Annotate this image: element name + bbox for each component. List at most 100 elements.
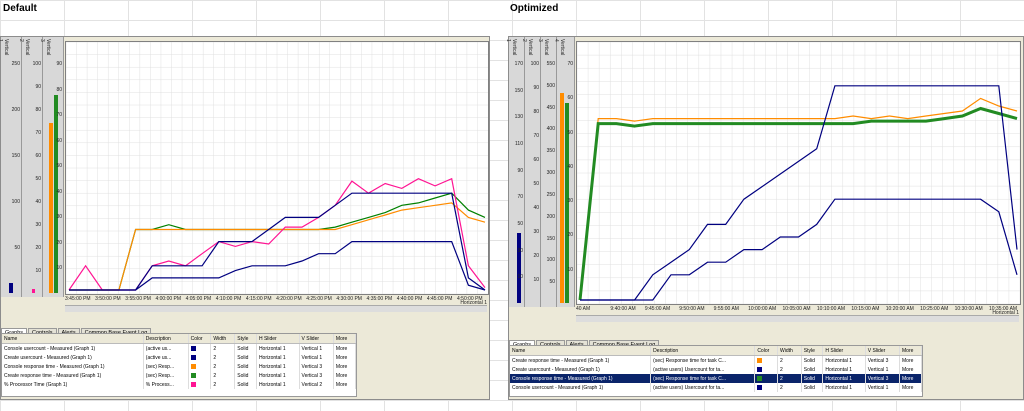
time-label: 40 AM: [576, 306, 591, 312]
slider-tick-label: 30: [533, 229, 539, 235]
color-swatch[interactable]: [190, 372, 196, 378]
slider-tick-label: 80: [35, 107, 41, 113]
legend-row[interactable]: Create usercount - Measured (Graph 1) (ac…: [510, 365, 922, 374]
legend-cell: Horizontal 1: [256, 343, 300, 353]
slider-tick-label: 40: [567, 163, 573, 170]
legend-cell: Vertical 3: [865, 374, 901, 383]
legend-cell: (active users) Usercount for ta...: [650, 365, 756, 374]
legend-header[interactable]: Name: [2, 334, 144, 344]
horizontal-scrollbar[interactable]: [576, 315, 1019, 322]
legend-cell: Solid: [801, 374, 824, 383]
legend-cell: Vertical 2: [299, 380, 334, 389]
legend-row[interactable]: Create response time - Measured (Graph 1…: [2, 371, 357, 380]
legend-row[interactable]: Create response time - Measured (Graph 1…: [510, 355, 922, 365]
time-axis: 40 AM 9:40:00 AM 9:45:00 AM 9:50:00 AM 9:55:…: [576, 305, 1019, 316]
legend-cell: 2: [777, 355, 802, 365]
color-swatch[interactable]: [757, 384, 763, 390]
horizontal-scrollbar[interactable]: [65, 305, 487, 312]
optimized-title: Optimized: [510, 3, 559, 14]
legend-cell: 2: [210, 353, 236, 362]
legend-header[interactable]: Description: [650, 346, 756, 356]
slider-tick-label: 30: [567, 198, 573, 205]
time-label: 10:35:00 AM: [989, 306, 1018, 312]
performance-graph-optimized[interactable]: [576, 41, 1021, 305]
vertical-slider-3[interactable]: Vertical 3 90 80 70 60 50 40 30 20 10: [39, 37, 64, 297]
legend-cell: 2: [777, 374, 802, 383]
color-swatch[interactable]: [190, 363, 196, 369]
response-level-bar-orange: [49, 123, 53, 293]
time-axis: 3:45:00 PM 3:50:00 PM 3:55:00 PM 4:00:00 PM…: [65, 295, 487, 306]
color-swatch[interactable]: [757, 375, 763, 381]
usercount-level-bar: [517, 233, 521, 303]
color-swatch[interactable]: [757, 366, 763, 372]
legend-row[interactable]: % Processor Time (Graph 1)% Process... 2 S…: [2, 380, 357, 389]
performance-graph-default[interactable]: [65, 41, 489, 295]
slider-tick-label: 80: [533, 109, 539, 115]
legend-cell: Solid: [801, 383, 824, 392]
time-label: 3:50:00 PM: [95, 296, 121, 302]
vertical-slider-2[interactable]: Vertical 2 100 90 80 70 60 50 40 30 20 10: [18, 37, 43, 297]
slider-tick-label: 450: [546, 104, 555, 111]
vertical-slider-1[interactable]: Vertical 1250 200 150 100 50: [0, 37, 22, 297]
legend-header[interactable]: Color: [754, 346, 778, 356]
slider-tick-label: 70: [35, 130, 41, 136]
color-swatch[interactable]: [757, 357, 763, 363]
vertical-slider-1[interactable]: Vertical 1 170 150 130 110 90 70 50 30 10: [505, 37, 525, 307]
legend-cell: More: [899, 365, 922, 374]
default-monitor-panel: Vertical 125020015010050 Vertical 210090…: [0, 36, 490, 400]
legend-header[interactable]: V Slider: [299, 334, 334, 344]
legend-cell: 2: [777, 383, 802, 392]
legend-cell: Horizontal 1: [256, 380, 300, 389]
legend-header[interactable]: Name: [510, 346, 652, 356]
legend-cell-color: [188, 362, 212, 371]
vertical-slider-2[interactable]: Vertical 2 100 90 80 70 60 50 40 30 20 10: [521, 37, 541, 307]
slider-tick-label: 90: [56, 61, 62, 67]
slider-tick-label: 100: [530, 61, 539, 67]
legend-cell: 2: [210, 371, 236, 380]
series-line-2: [578, 106, 1018, 301]
legend-header[interactable]: Width: [210, 334, 236, 344]
legend-row[interactable]: Create usercount - Measured (Graph 1) (ac…: [2, 353, 357, 362]
legend-header[interactable]: H Slider: [256, 334, 300, 344]
color-swatch[interactable]: [190, 345, 196, 351]
legend-header[interactable]: H Slider: [822, 346, 866, 356]
legend-cell: (active users) Usercount for ta...: [650, 383, 756, 392]
legend-row[interactable]: Console usercount - Measured (Graph 1) (a…: [510, 383, 922, 392]
legend-header[interactable]: More: [899, 346, 922, 356]
time-label: 4:20:00 PM: [276, 296, 302, 302]
series-line-4: [69, 192, 486, 291]
legend-header[interactable]: V Slider: [865, 346, 901, 356]
slider-tick-label: 10: [517, 274, 523, 281]
legend-header[interactable]: Color: [188, 334, 212, 344]
slider-tick-label: 150: [514, 87, 523, 94]
slider-tick-label: 10: [567, 266, 573, 273]
time-label: 4:30:00 PM: [336, 296, 362, 302]
legend-row[interactable]: Console response time - Measured (Graph …: [510, 374, 922, 383]
vertical-slider-4[interactable]: Vertical 4 70 60 50 40 30 20 10: [553, 37, 575, 307]
slider-tick-label: 150: [11, 153, 20, 159]
legend-header[interactable]: Style: [234, 334, 257, 344]
legend-header[interactable]: More: [333, 334, 357, 344]
color-swatch[interactable]: [190, 354, 196, 360]
slider-name: Vertical 3: [537, 39, 549, 56]
legend-header[interactable]: Description: [143, 334, 189, 344]
legend-row[interactable]: Console response time - Measured (Graph …: [2, 362, 357, 371]
response-level-bar-green: [54, 95, 58, 293]
legend-header[interactable]: Style: [801, 346, 824, 356]
legend-cell: Console usercount - Measured (Graph 1): [510, 383, 652, 392]
horizontal-axis-name: Horizontal 1: [992, 310, 1019, 316]
slider-tick-label: 400: [546, 126, 555, 133]
legend-cell-color: [188, 380, 212, 389]
slider-tick-label: 300: [546, 170, 555, 177]
legend-header[interactable]: Width: [777, 346, 802, 356]
slider-tick-label: 90: [517, 167, 523, 174]
color-swatch[interactable]: [190, 381, 196, 387]
legend-cell: Solid: [234, 380, 257, 389]
legend-cell-color: [754, 383, 778, 392]
legend-cell-color: [754, 365, 778, 374]
vertical-slider-3[interactable]: Vertical 3 550 500 450 400 350 300 250 200 150 100…: [537, 37, 557, 307]
time-label: 4:50:00 PM: [457, 296, 483, 302]
legend-row[interactable]: Console usercount - Measured (Graph 1) (a…: [2, 343, 357, 353]
legend-cell: (sec) Response time for task C...: [650, 355, 756, 365]
slider-tick-label: 90: [35, 84, 41, 90]
